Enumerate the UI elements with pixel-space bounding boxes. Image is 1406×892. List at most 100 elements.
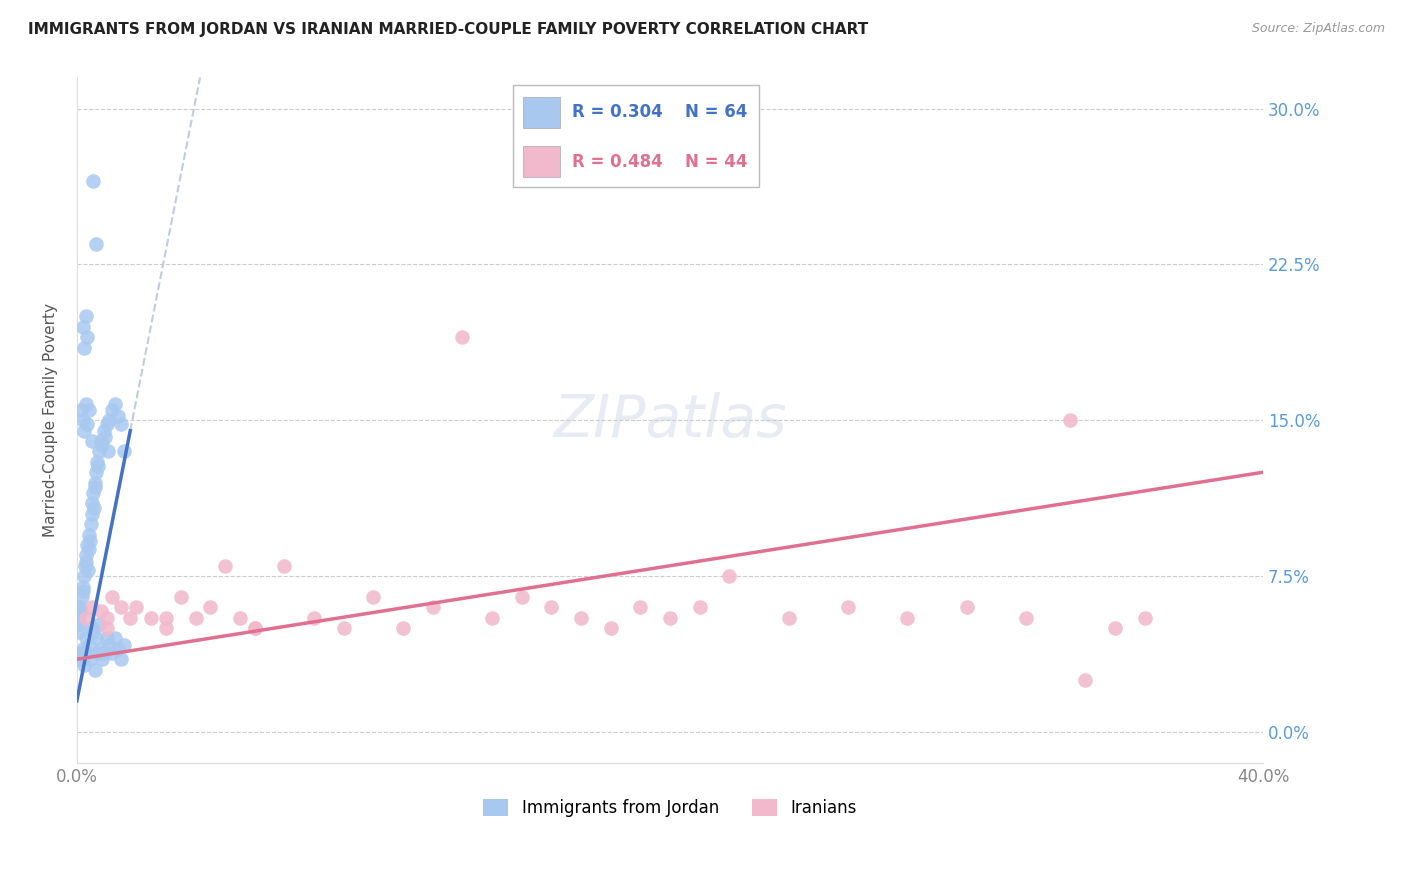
Point xyxy=(90,434,112,448)
Point xyxy=(84,632,107,646)
Point xyxy=(628,600,651,615)
Point xyxy=(70,646,93,660)
Point xyxy=(837,600,859,615)
Point xyxy=(84,465,107,479)
Point xyxy=(184,610,207,624)
Point xyxy=(67,625,90,640)
Point xyxy=(73,341,96,355)
Point xyxy=(273,558,295,573)
Point xyxy=(79,652,101,666)
Point xyxy=(80,621,103,635)
Point xyxy=(120,610,142,624)
Point xyxy=(79,533,101,548)
Point xyxy=(75,610,97,624)
Point xyxy=(689,600,711,615)
Point xyxy=(104,397,127,411)
Point xyxy=(96,621,118,635)
FancyBboxPatch shape xyxy=(513,85,759,187)
Point xyxy=(229,610,252,624)
Point xyxy=(91,438,114,452)
Point xyxy=(90,604,112,618)
Point xyxy=(86,458,108,473)
Point xyxy=(110,417,132,432)
Point xyxy=(75,555,97,569)
Point xyxy=(73,658,96,673)
Legend: Immigrants from Jordan, Iranians: Immigrants from Jordan, Iranians xyxy=(477,792,863,823)
Point xyxy=(98,413,121,427)
Point xyxy=(104,632,127,646)
Point xyxy=(77,542,100,557)
Point xyxy=(77,638,100,652)
Point xyxy=(69,616,91,631)
Point xyxy=(73,569,96,583)
Point xyxy=(84,480,107,494)
Point xyxy=(659,610,682,624)
Point xyxy=(80,507,103,521)
Point xyxy=(77,403,100,417)
Point xyxy=(75,549,97,563)
Point xyxy=(69,600,91,615)
Point xyxy=(214,558,236,573)
Point xyxy=(86,646,108,660)
Point xyxy=(569,610,592,624)
Point xyxy=(96,610,118,624)
Point xyxy=(77,563,100,577)
Point xyxy=(82,496,104,510)
Point xyxy=(107,409,129,424)
Point xyxy=(90,641,112,656)
Bar xyxy=(523,97,560,128)
Point xyxy=(70,590,93,604)
Point xyxy=(97,444,120,458)
Point xyxy=(82,174,104,188)
Point xyxy=(75,558,97,573)
Point xyxy=(112,638,135,652)
Point xyxy=(75,310,97,324)
Point xyxy=(83,475,105,490)
Point xyxy=(1104,621,1126,635)
Bar xyxy=(523,146,560,177)
Point xyxy=(451,330,474,344)
Point xyxy=(170,590,193,604)
Point xyxy=(76,538,98,552)
Point xyxy=(107,641,129,656)
Point xyxy=(363,590,385,604)
Point xyxy=(96,632,118,646)
Point xyxy=(125,600,148,615)
Text: Source: ZipAtlas.com: Source: ZipAtlas.com xyxy=(1251,22,1385,36)
Point xyxy=(540,600,562,615)
Text: N = 64: N = 64 xyxy=(686,103,748,121)
Point xyxy=(1074,673,1097,687)
Point xyxy=(73,424,96,438)
Point xyxy=(110,600,132,615)
Point xyxy=(599,621,621,635)
Point xyxy=(96,417,118,432)
Point xyxy=(422,600,444,615)
Point xyxy=(112,444,135,458)
Point xyxy=(101,403,124,417)
Point xyxy=(243,621,266,635)
Point xyxy=(333,621,356,635)
Point xyxy=(76,330,98,344)
Point xyxy=(200,600,222,615)
Text: N = 44: N = 44 xyxy=(686,153,748,170)
Point xyxy=(94,430,117,444)
Text: ZIPatlas: ZIPatlas xyxy=(554,392,787,449)
Point xyxy=(75,632,97,646)
Point xyxy=(481,610,503,624)
Point xyxy=(87,616,110,631)
Point xyxy=(101,646,124,660)
Point xyxy=(155,610,177,624)
Point xyxy=(87,444,110,458)
Point xyxy=(896,610,918,624)
Point xyxy=(70,604,93,618)
Point xyxy=(718,569,741,583)
Point xyxy=(98,638,121,652)
Point xyxy=(72,641,94,656)
Point xyxy=(83,663,105,677)
Point xyxy=(110,652,132,666)
Point xyxy=(72,580,94,594)
Text: R = 0.484: R = 0.484 xyxy=(572,153,664,170)
Point xyxy=(79,527,101,541)
Text: R = 0.304: R = 0.304 xyxy=(572,103,664,121)
Point xyxy=(956,600,979,615)
